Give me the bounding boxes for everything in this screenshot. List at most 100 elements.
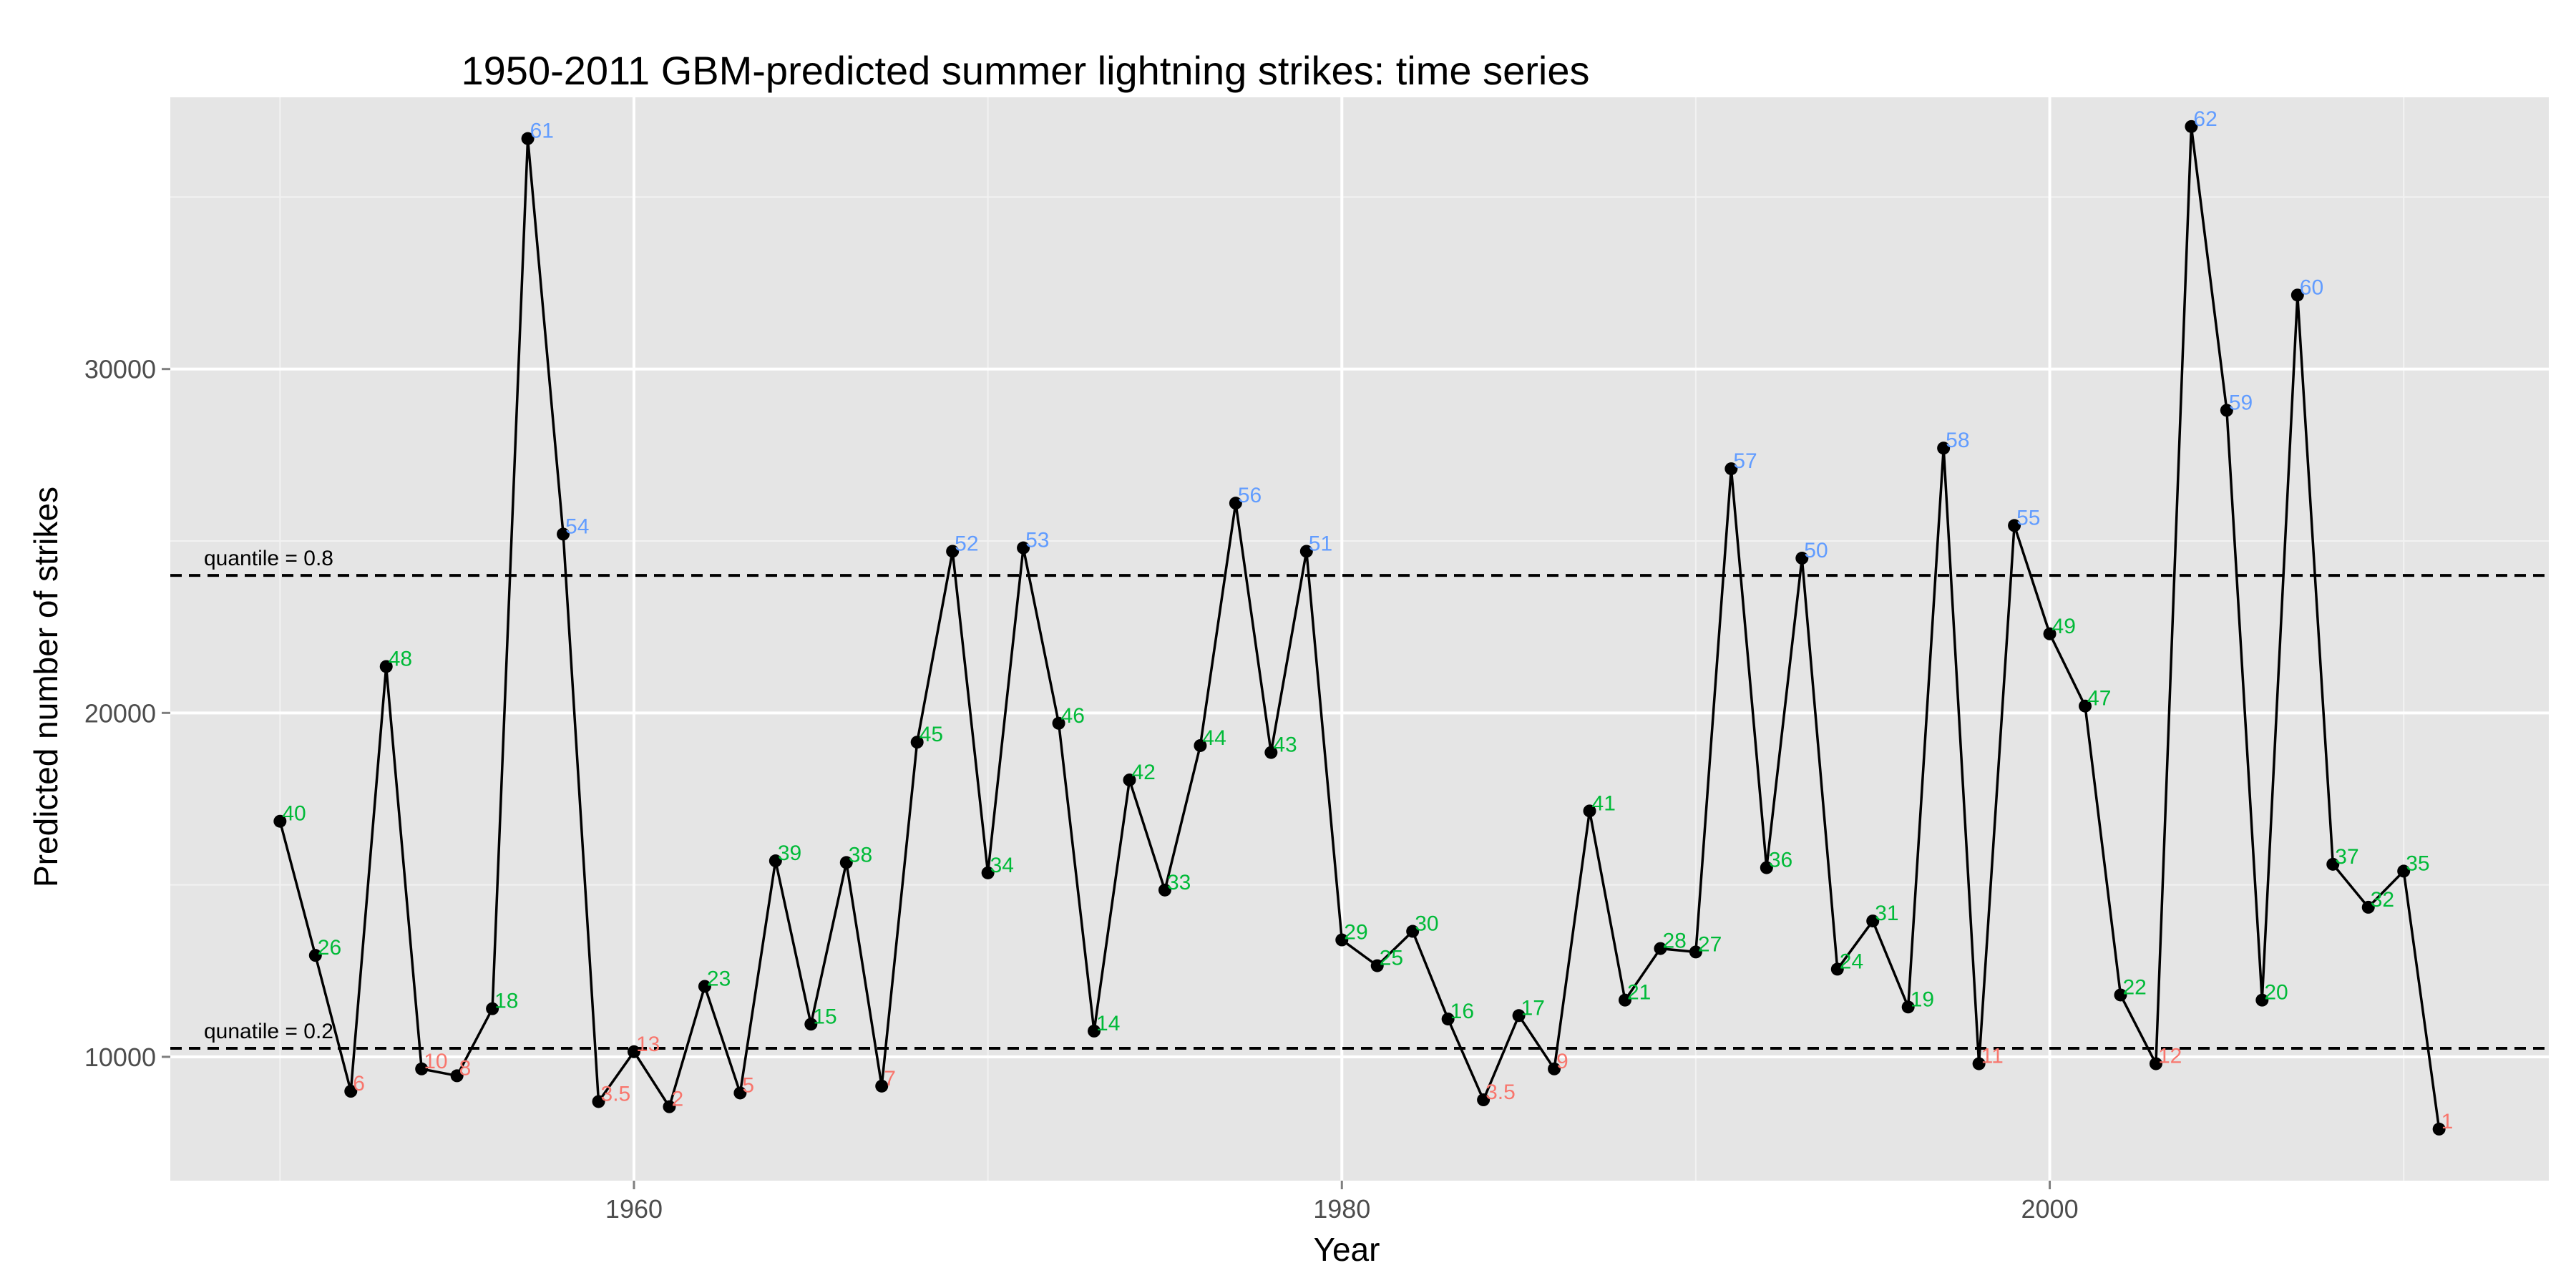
data-point <box>1052 716 1065 730</box>
data-point <box>698 980 711 993</box>
x-tick-label: 1960 <box>605 1194 663 1224</box>
data-point <box>2361 900 2375 914</box>
data-label: 60 <box>2300 275 2323 299</box>
data-label: 9 <box>1556 1050 1568 1073</box>
data-label: 10 <box>424 1050 447 1073</box>
data-label: 8 <box>459 1056 472 1080</box>
data-label: 58 <box>1946 429 1969 452</box>
data-label: 62 <box>2193 107 2217 131</box>
data-label: 39 <box>778 841 801 865</box>
data-point <box>1088 1024 1101 1038</box>
data-point <box>946 545 960 558</box>
data-label: 17 <box>1521 996 1545 1020</box>
data-point <box>2185 119 2198 133</box>
data-label: 22 <box>2122 975 2146 999</box>
data-label: 3.5 <box>1485 1080 1516 1104</box>
data-points <box>273 119 2446 1136</box>
data-point <box>273 814 287 828</box>
data-label: 20 <box>2264 981 2288 1005</box>
data-label: 28 <box>1662 930 1686 953</box>
data-point <box>875 1079 889 1093</box>
data-label: 15 <box>813 1005 836 1028</box>
data-point <box>415 1062 429 1075</box>
data-point <box>2149 1057 2162 1070</box>
data-point <box>1760 861 1773 874</box>
data-label: 43 <box>1273 733 1297 757</box>
data-label: 48 <box>389 647 412 670</box>
data-point <box>2008 519 2021 532</box>
data-label: 38 <box>849 843 872 867</box>
data-label: 6 <box>353 1072 365 1096</box>
data-point <box>592 1095 605 1108</box>
chart-title: 1950-2011 GBM-predicted summer lightning… <box>462 48 1590 93</box>
data-label: 11 <box>1981 1045 2004 1068</box>
data-label: 12 <box>2158 1045 2182 1068</box>
data-label: 36 <box>1769 849 1792 872</box>
data-point <box>1937 441 1951 455</box>
data-label: 26 <box>318 936 341 960</box>
data-label: 32 <box>2371 888 2394 912</box>
data-point <box>1158 883 1171 897</box>
data-label: 50 <box>1804 539 1828 562</box>
data-point <box>1017 541 1030 555</box>
data-point <box>1689 945 1702 959</box>
data-label: 44 <box>1202 726 1226 750</box>
data-label: 1 <box>2441 1110 2454 1133</box>
data-point <box>1229 497 1242 510</box>
data-label: 53 <box>1025 529 1049 552</box>
data-label: 16 <box>1450 1000 1474 1023</box>
data-label: 35 <box>2406 852 2429 875</box>
data-point <box>379 660 393 673</box>
x-axis-title: Year <box>1314 1231 1380 1268</box>
data-label: 42 <box>1131 761 1155 784</box>
data-point <box>1299 545 1313 558</box>
data-label: 23 <box>707 967 731 990</box>
data-point <box>1901 1000 1915 1014</box>
data-label: 33 <box>1167 871 1191 894</box>
data-label: 21 <box>1627 981 1651 1005</box>
data-point <box>1406 924 1420 938</box>
data-label: 13 <box>636 1033 660 1056</box>
data-label: 56 <box>1238 484 1262 507</box>
data-point <box>1123 774 1136 787</box>
data-label: 57 <box>1733 449 1757 473</box>
y-tick-label: 20000 <box>84 698 156 728</box>
data-point <box>1795 552 1809 565</box>
quantile-label: qunatile = 0.2 <box>204 1020 333 1043</box>
data-label: 19 <box>1911 987 1934 1011</box>
data-point <box>2043 627 2057 640</box>
data-point <box>1441 1013 1455 1026</box>
data-point <box>1477 1093 1491 1107</box>
data-point <box>910 736 924 749</box>
x-tick-label: 2000 <box>2021 1194 2079 1224</box>
data-label: 34 <box>990 854 1014 877</box>
data-label: 47 <box>2087 687 2111 711</box>
data-label: 29 <box>1344 921 1367 945</box>
data-label: 5 <box>742 1073 754 1097</box>
minor-gridlines <box>170 97 2549 1181</box>
data-point <box>521 132 535 145</box>
data-label: 24 <box>1840 950 1863 973</box>
data-point <box>663 1100 676 1113</box>
data-label: 3.5 <box>601 1082 631 1106</box>
x-axis: 1960 1980 2000 <box>605 1181 2079 1224</box>
data-label: 2 <box>671 1088 683 1111</box>
data-point <box>2432 1122 2446 1136</box>
y-tick-label: 30000 <box>84 355 156 384</box>
x-tick-label: 1980 <box>1313 1194 1370 1224</box>
data-point <box>769 854 782 868</box>
data-label: 51 <box>1309 532 1332 555</box>
data-point <box>1548 1062 1561 1075</box>
data-point <box>2326 857 2340 871</box>
data-point <box>2397 864 2411 878</box>
data-point <box>1866 914 1880 928</box>
data-label: 52 <box>955 532 978 555</box>
data-point <box>1370 959 1384 972</box>
data-label: 55 <box>2016 506 2040 530</box>
data-point <box>981 866 995 879</box>
data-label: 49 <box>2052 615 2076 638</box>
y-axis-title: Predicted number of strikes <box>27 487 64 887</box>
data-point <box>1264 746 1278 759</box>
